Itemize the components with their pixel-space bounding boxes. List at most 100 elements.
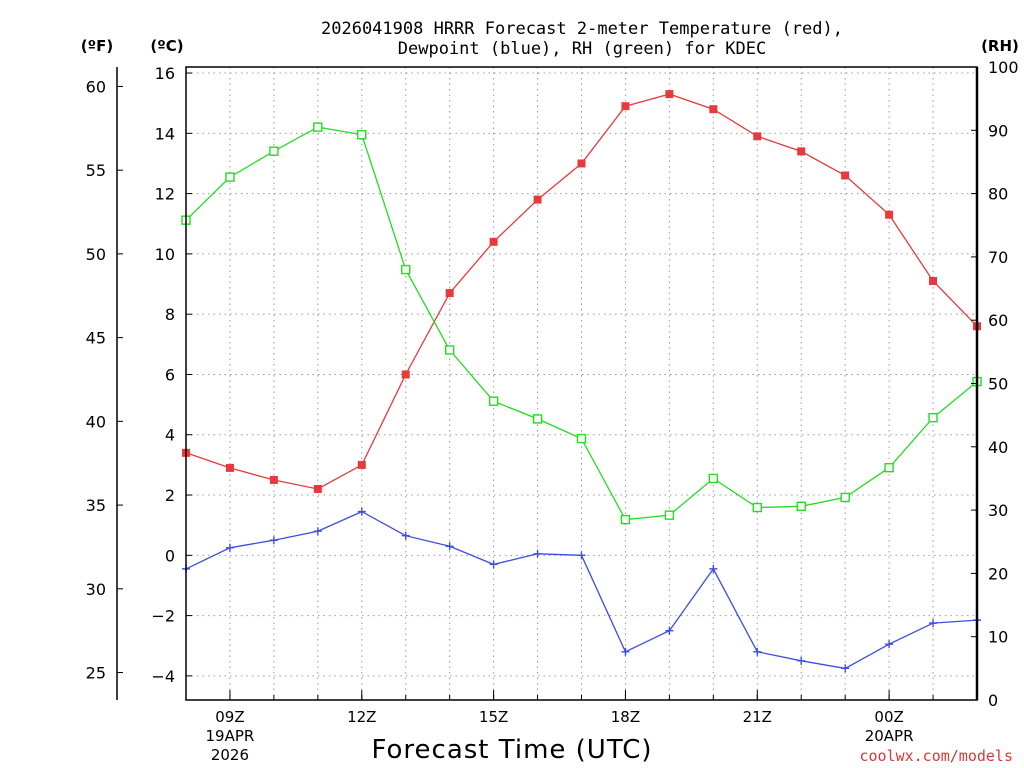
celsius-tick-label: 6 bbox=[165, 365, 175, 384]
dewpoint-point bbox=[225, 543, 234, 552]
rh-tick-label: 90 bbox=[988, 121, 1008, 140]
celsius-tick-label: 2 bbox=[165, 486, 175, 505]
dewpoint-point bbox=[929, 619, 938, 628]
dewpoint-point bbox=[357, 507, 366, 516]
fahrenheit-tick-label: 25 bbox=[86, 664, 106, 683]
temperature-point bbox=[753, 132, 762, 141]
rh-point bbox=[532, 414, 543, 424]
rh-unit-label: (RH) bbox=[981, 37, 1019, 55]
temperature-point bbox=[225, 463, 234, 472]
temperature-point bbox=[313, 485, 322, 493]
rh-tick-label: 20 bbox=[988, 564, 1008, 583]
fahrenheit-tick-label: 50 bbox=[86, 245, 106, 264]
rh-point bbox=[884, 462, 894, 473]
x-tick-label: 12Z bbox=[347, 708, 376, 726]
x-tick-label: 15Z bbox=[479, 708, 508, 726]
x-tick-label: 21Z bbox=[743, 708, 772, 726]
rh-point bbox=[928, 412, 938, 423]
temperature-point bbox=[709, 105, 718, 114]
rh-point bbox=[225, 172, 235, 182]
rh-tick-label: 50 bbox=[988, 375, 1008, 394]
rh-line bbox=[185, 126, 978, 521]
temperature-line bbox=[185, 93, 978, 490]
dewpoint-point bbox=[489, 560, 498, 569]
rh-point bbox=[444, 345, 455, 355]
x-tick-year: 2026 bbox=[211, 746, 249, 764]
rh-tick-label: 100 bbox=[988, 58, 1019, 77]
fahrenheit-unit-label: (ºF) bbox=[81, 37, 113, 55]
rh-tick-label: 40 bbox=[988, 438, 1008, 457]
dewpoint-point bbox=[665, 626, 674, 635]
temperature-point bbox=[885, 210, 894, 219]
dewpoint-point bbox=[577, 551, 586, 560]
temperature-point bbox=[445, 289, 454, 298]
celsius-tick-label: 8 bbox=[165, 305, 175, 324]
rh-point bbox=[620, 514, 631, 525]
rh-point bbox=[752, 502, 762, 513]
dewpoint-point bbox=[313, 527, 322, 536]
temperature-point bbox=[533, 195, 542, 204]
rh-point bbox=[708, 473, 719, 484]
temperature-point bbox=[621, 102, 630, 111]
fahrenheit-tick-label: 60 bbox=[86, 77, 106, 96]
dewpoint-point bbox=[885, 640, 894, 649]
chart-title-line2: Dewpoint (blue), RH (green) for KDEC bbox=[398, 39, 766, 59]
rh-point bbox=[313, 122, 323, 132]
rh-tick-label: 0 bbox=[988, 691, 998, 710]
x-tick-date: 19APR bbox=[206, 727, 255, 745]
temperature-point bbox=[401, 370, 410, 379]
celsius-tick-label: 12 bbox=[155, 185, 175, 204]
rh-point bbox=[664, 510, 675, 520]
rh-tick-label: 80 bbox=[988, 185, 1008, 204]
rh-tick-label: 70 bbox=[988, 248, 1008, 267]
rh-point bbox=[576, 433, 587, 444]
celsius-tick-label: 16 bbox=[155, 64, 175, 83]
dewpoint-point bbox=[269, 536, 278, 545]
rh-tick-label: 10 bbox=[988, 628, 1008, 647]
x-tick-label: 00Z bbox=[874, 708, 903, 726]
rh-point bbox=[840, 492, 850, 503]
temperature-point bbox=[929, 277, 938, 286]
rh-point bbox=[357, 130, 367, 140]
fahrenheit-tick-label: 40 bbox=[86, 412, 106, 431]
celsius-tick-label: 14 bbox=[155, 124, 175, 143]
temperature-point bbox=[665, 90, 674, 99]
x-tick-label: 09Z bbox=[215, 708, 244, 726]
temperature-point bbox=[489, 237, 498, 246]
rh-tick-label: 60 bbox=[988, 311, 1008, 330]
axes-layer: 1614121086420−2−460555045403530251009080… bbox=[86, 58, 1019, 764]
rh-point bbox=[488, 396, 499, 406]
x-tick-label: 18Z bbox=[611, 708, 640, 726]
celsius-tick-label: 4 bbox=[165, 426, 175, 445]
dewpoint-point bbox=[709, 564, 718, 573]
dewpoint-point bbox=[753, 647, 762, 656]
dewpoint-point bbox=[401, 531, 410, 540]
rh-tick-label: 30 bbox=[988, 501, 1008, 520]
temperature-point bbox=[577, 159, 586, 168]
dewpoint-point bbox=[533, 549, 542, 558]
celsius-tick-label: −2 bbox=[151, 607, 175, 626]
dewpoint-point bbox=[841, 664, 850, 673]
temperature-point bbox=[357, 460, 366, 469]
chart-title-line1: 2026041908 HRRR Forecast 2-meter Tempera… bbox=[321, 19, 843, 39]
celsius-tick-label: 10 bbox=[155, 245, 175, 264]
fahrenheit-tick-label: 45 bbox=[86, 329, 106, 348]
dewpoint-point bbox=[445, 542, 454, 551]
celsius-tick-label: −4 bbox=[151, 667, 175, 686]
dewpoint-point bbox=[797, 656, 806, 665]
temperature-point bbox=[841, 171, 850, 180]
rh-point bbox=[401, 264, 411, 275]
celsius-unit-label: (ºC) bbox=[150, 37, 183, 55]
rh-point bbox=[796, 501, 806, 512]
temperature-point bbox=[269, 475, 278, 484]
rh-point bbox=[269, 146, 279, 156]
x-axis-title: Forecast Time (UTC) bbox=[371, 735, 652, 765]
fahrenheit-tick-label: 30 bbox=[86, 580, 106, 599]
dewpoint-point bbox=[621, 647, 630, 656]
fahrenheit-tick-label: 35 bbox=[86, 496, 106, 515]
x-tick-date: 20APR bbox=[865, 727, 914, 745]
temperature-point bbox=[797, 147, 806, 156]
celsius-tick-label: 0 bbox=[165, 546, 175, 565]
credit-text: coolwx.com/models bbox=[859, 747, 1013, 765]
